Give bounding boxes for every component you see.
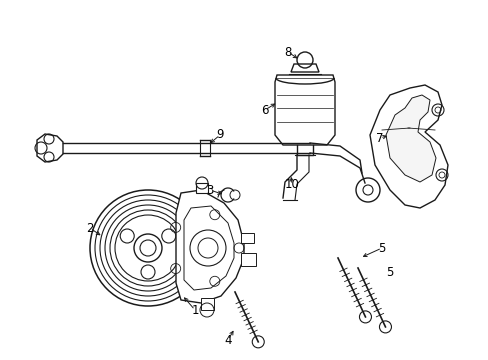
Polygon shape — [290, 64, 318, 72]
Polygon shape — [241, 253, 256, 266]
Text: 1: 1 — [191, 303, 198, 316]
Polygon shape — [201, 298, 214, 310]
Polygon shape — [37, 134, 63, 162]
Polygon shape — [196, 183, 207, 193]
Text: 3: 3 — [206, 184, 213, 197]
Text: 9: 9 — [216, 129, 224, 141]
Text: 6: 6 — [261, 104, 268, 117]
Polygon shape — [274, 75, 334, 145]
Text: 5: 5 — [378, 242, 385, 255]
Text: 5: 5 — [386, 266, 393, 279]
Polygon shape — [369, 85, 447, 208]
Polygon shape — [176, 190, 244, 303]
Text: 8: 8 — [284, 45, 291, 58]
Polygon shape — [241, 233, 253, 243]
Text: 4: 4 — [224, 333, 231, 346]
Text: 2: 2 — [86, 221, 94, 234]
Polygon shape — [385, 95, 435, 182]
Text: 10: 10 — [284, 179, 299, 192]
Text: 7: 7 — [375, 131, 383, 144]
